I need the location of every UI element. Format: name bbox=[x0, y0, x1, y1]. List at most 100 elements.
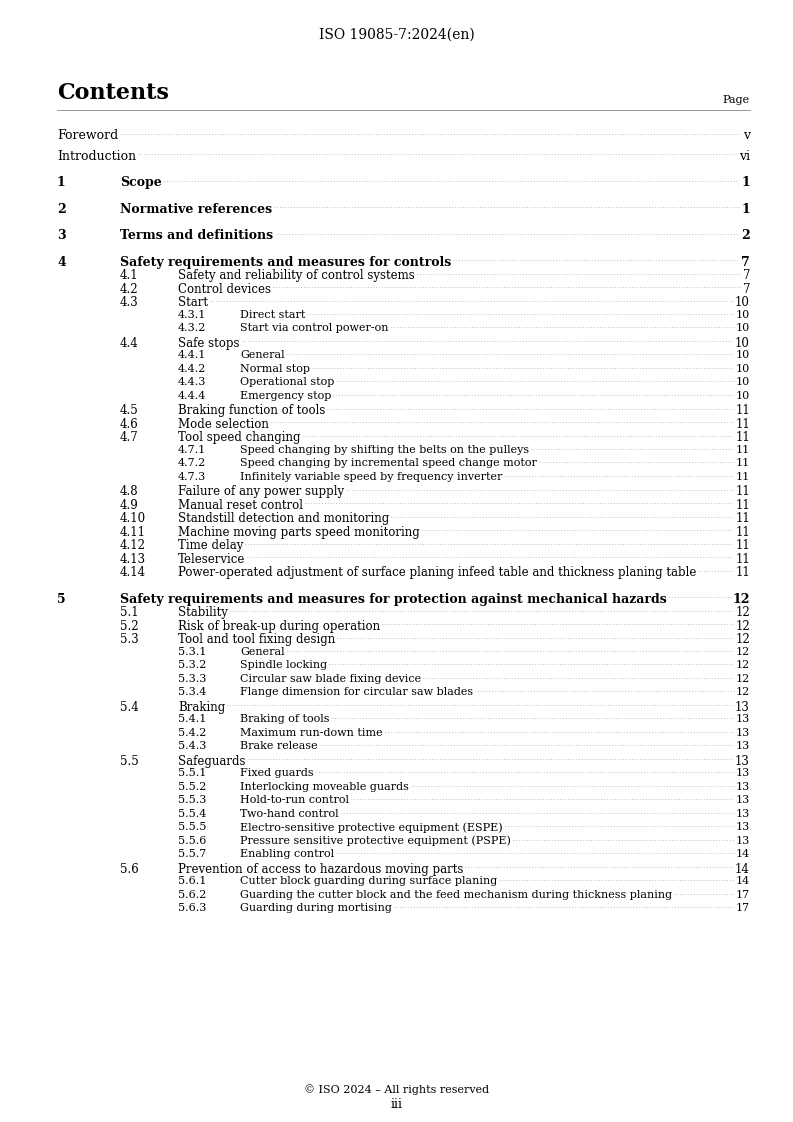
Text: Circular saw blade fixing device: Circular saw blade fixing device bbox=[240, 673, 421, 683]
Text: Introduction: Introduction bbox=[57, 149, 136, 163]
Text: 11: 11 bbox=[735, 525, 750, 539]
Text: Normal stop: Normal stop bbox=[240, 364, 310, 374]
Text: 5.1: 5.1 bbox=[120, 606, 139, 619]
Text: Normative references: Normative references bbox=[120, 202, 272, 215]
Text: Spindle locking: Spindle locking bbox=[240, 660, 328, 670]
Text: 7: 7 bbox=[741, 256, 750, 268]
Text: 11: 11 bbox=[735, 485, 750, 498]
Text: 14: 14 bbox=[735, 863, 750, 875]
Text: 4.4.3: 4.4.3 bbox=[178, 377, 206, 387]
Text: 4.7.3: 4.7.3 bbox=[178, 471, 206, 481]
Text: 10: 10 bbox=[736, 390, 750, 401]
Text: Guarding the cutter block and the feed mechanism during thickness planing: Guarding the cutter block and the feed m… bbox=[240, 890, 672, 900]
Text: 4.7.2: 4.7.2 bbox=[178, 458, 206, 468]
Text: Braking function of tools: Braking function of tools bbox=[178, 404, 325, 417]
Text: 11: 11 bbox=[735, 498, 750, 512]
Text: Tool and tool fixing design: Tool and tool fixing design bbox=[178, 633, 335, 646]
Text: 5.3.1: 5.3.1 bbox=[178, 646, 206, 656]
Text: 1: 1 bbox=[57, 176, 66, 188]
Text: 5.4.1: 5.4.1 bbox=[178, 714, 206, 724]
Text: 5.5.5: 5.5.5 bbox=[178, 822, 206, 833]
Text: Interlocking moveable guards: Interlocking moveable guards bbox=[240, 782, 409, 791]
Text: 13: 13 bbox=[736, 836, 750, 846]
Text: 5.5.4: 5.5.4 bbox=[178, 809, 206, 819]
Text: Safeguards: Safeguards bbox=[178, 754, 246, 767]
Text: Operational stop: Operational stop bbox=[240, 377, 335, 387]
Text: 5.6.2: 5.6.2 bbox=[178, 890, 206, 900]
Text: Prevention of access to hazardous moving parts: Prevention of access to hazardous moving… bbox=[178, 863, 463, 875]
Text: Control devices: Control devices bbox=[178, 283, 271, 295]
Text: Emergency stop: Emergency stop bbox=[240, 390, 331, 401]
Text: Start: Start bbox=[178, 296, 208, 309]
Text: 14: 14 bbox=[736, 849, 750, 859]
Text: Safe stops: Safe stops bbox=[178, 337, 239, 349]
Text: Electro-sensitive protective equipment (ESPE): Electro-sensitive protective equipment (… bbox=[240, 822, 503, 833]
Text: Mode selection: Mode selection bbox=[178, 417, 269, 431]
Text: Standstill detection and monitoring: Standstill detection and monitoring bbox=[178, 512, 389, 525]
Text: 5.6.1: 5.6.1 bbox=[178, 876, 206, 886]
Text: Time delay: Time delay bbox=[178, 539, 243, 552]
Text: Braking of tools: Braking of tools bbox=[240, 714, 330, 724]
Text: 2: 2 bbox=[741, 229, 750, 242]
Text: 7: 7 bbox=[742, 283, 750, 295]
Text: 4.3.2: 4.3.2 bbox=[178, 323, 206, 333]
Text: 13: 13 bbox=[735, 700, 750, 714]
Text: 4.8: 4.8 bbox=[120, 485, 139, 498]
Text: 11: 11 bbox=[736, 458, 750, 468]
Text: 5.2: 5.2 bbox=[120, 619, 139, 633]
Text: Guarding during mortising: Guarding during mortising bbox=[240, 903, 392, 913]
Text: Start via control power-on: Start via control power-on bbox=[240, 323, 389, 333]
Text: Power-operated adjustment of surface planing infeed table and thickness planing : Power-operated adjustment of surface pla… bbox=[178, 565, 696, 579]
Text: 5.3.2: 5.3.2 bbox=[178, 660, 206, 670]
Text: v: v bbox=[743, 129, 750, 142]
Text: 12: 12 bbox=[735, 619, 750, 633]
Text: 11: 11 bbox=[735, 417, 750, 431]
Text: 4: 4 bbox=[57, 256, 66, 268]
Text: 17: 17 bbox=[736, 903, 750, 913]
Text: 13: 13 bbox=[736, 741, 750, 751]
Text: 13: 13 bbox=[736, 727, 750, 737]
Text: 11: 11 bbox=[736, 444, 750, 454]
Text: 4.2: 4.2 bbox=[120, 283, 139, 295]
Text: 5.6: 5.6 bbox=[120, 863, 139, 875]
Text: 12: 12 bbox=[733, 592, 750, 606]
Text: 3: 3 bbox=[57, 229, 66, 242]
Text: 11: 11 bbox=[735, 512, 750, 525]
Text: 10: 10 bbox=[736, 350, 750, 360]
Text: 1: 1 bbox=[741, 176, 750, 188]
Text: vi: vi bbox=[739, 149, 750, 163]
Text: Speed changing by incremental speed change motor: Speed changing by incremental speed chan… bbox=[240, 458, 537, 468]
Text: Safety and reliability of control systems: Safety and reliability of control system… bbox=[178, 269, 415, 282]
Text: 10: 10 bbox=[736, 377, 750, 387]
Text: 5.5.3: 5.5.3 bbox=[178, 795, 206, 804]
Text: 4.14: 4.14 bbox=[120, 565, 146, 579]
Text: 11: 11 bbox=[735, 565, 750, 579]
Text: Teleservice: Teleservice bbox=[178, 552, 245, 565]
Text: 10: 10 bbox=[736, 364, 750, 374]
Text: Contents: Contents bbox=[57, 82, 169, 104]
Text: 5.6.3: 5.6.3 bbox=[178, 903, 206, 913]
Text: 14: 14 bbox=[736, 876, 750, 886]
Text: 5.4.3: 5.4.3 bbox=[178, 741, 206, 751]
Text: Terms and definitions: Terms and definitions bbox=[120, 229, 273, 242]
Text: 13: 13 bbox=[736, 795, 750, 804]
Text: Brake release: Brake release bbox=[240, 741, 318, 751]
Text: 4.3.1: 4.3.1 bbox=[178, 310, 206, 320]
Text: 10: 10 bbox=[736, 310, 750, 320]
Text: Risk of break-up during operation: Risk of break-up during operation bbox=[178, 619, 380, 633]
Text: 13: 13 bbox=[735, 754, 750, 767]
Text: Infinitely variable speed by frequency inverter: Infinitely variable speed by frequency i… bbox=[240, 471, 503, 481]
Text: Foreword: Foreword bbox=[57, 129, 118, 142]
Text: 11: 11 bbox=[735, 404, 750, 417]
Text: Scope: Scope bbox=[120, 176, 162, 188]
Text: 4.1: 4.1 bbox=[120, 269, 139, 282]
Text: 13: 13 bbox=[736, 767, 750, 778]
Text: iii: iii bbox=[390, 1098, 403, 1111]
Text: 5.4: 5.4 bbox=[120, 700, 139, 714]
Text: Maximum run-down time: Maximum run-down time bbox=[240, 727, 383, 737]
Text: Two-hand control: Two-hand control bbox=[240, 809, 339, 819]
Text: 13: 13 bbox=[736, 782, 750, 791]
Text: Safety requirements and measures for controls: Safety requirements and measures for con… bbox=[120, 256, 451, 268]
Text: Fixed guards: Fixed guards bbox=[240, 767, 313, 778]
Text: 12: 12 bbox=[735, 633, 750, 646]
